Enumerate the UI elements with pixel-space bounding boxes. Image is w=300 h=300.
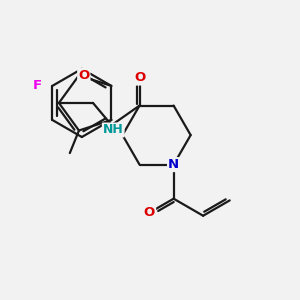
Text: O: O (144, 206, 155, 219)
Text: N: N (168, 158, 179, 171)
Text: O: O (78, 69, 89, 82)
Text: NH: NH (103, 124, 124, 136)
Text: F: F (33, 80, 42, 92)
Text: O: O (134, 71, 145, 85)
